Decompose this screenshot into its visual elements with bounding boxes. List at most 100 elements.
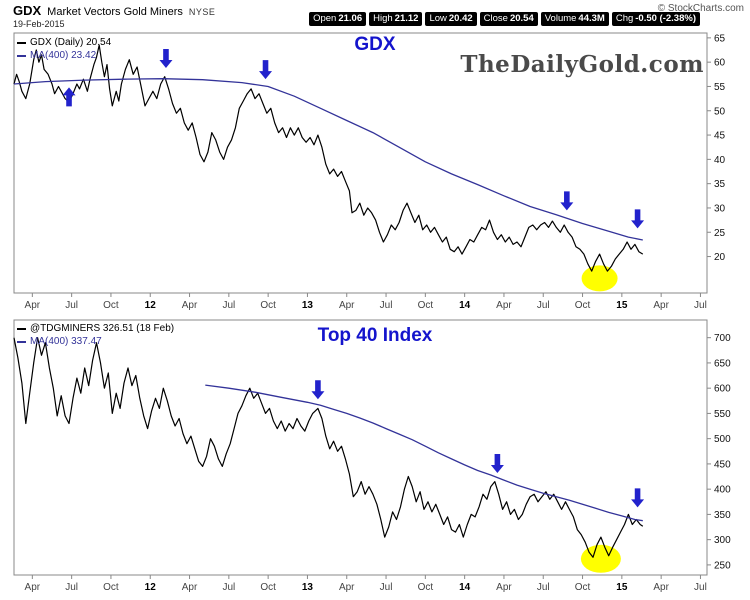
- x-tick-label: 14: [459, 582, 471, 593]
- ticker-name: Market Vectors Gold Miners: [47, 6, 183, 18]
- x-tick-label: Jul: [380, 582, 393, 593]
- x-tick-label: Apr: [339, 582, 355, 593]
- gdx-chart-title: GDX: [354, 34, 396, 55]
- ticker-exchange: NYSE: [188, 7, 216, 17]
- y-tick-label: 500: [714, 434, 731, 445]
- x-tick-label: Jul: [65, 582, 78, 593]
- gdx-price-legend-label: GDX (Daily) 20.54: [30, 37, 112, 48]
- gdx-ma400-line: [13, 78, 643, 241]
- y-tick-label: 700: [714, 333, 731, 344]
- y-tick-label: 350: [714, 510, 731, 521]
- y-tick-label: 40: [714, 155, 726, 166]
- x-tick-label: Jul: [380, 300, 393, 311]
- x-tick-label: Jul: [694, 582, 707, 593]
- ticker-symbol: GDX: [13, 3, 42, 18]
- x-tick-label: Oct: [575, 300, 591, 311]
- gdx-panel: 20 25 30 35 40 45 50 55 60 65 Apr Jul Oct 12 Apr Jul Oct…: [13, 32, 726, 311]
- watermark: TheDailyGold.com: [460, 51, 704, 78]
- y-tick-label: 650: [714, 358, 731, 369]
- top40-legend: @TDGMINERS 326.51 (18 Feb) MA(400) 337.4…: [17, 322, 174, 348]
- price-line-swatch: [17, 41, 26, 44]
- y-tick-label: 30: [714, 203, 726, 214]
- gdx-price-legend-row: GDX (Daily) 20.54: [17, 36, 111, 49]
- x-tick-label: Apr: [25, 582, 41, 593]
- y-tick-label: 45: [714, 131, 726, 142]
- quote-close-label: Close: [483, 13, 508, 24]
- x-tick-label: Oct: [418, 300, 434, 311]
- x-tick-label: Oct: [575, 582, 591, 593]
- x-tick-label: Oct: [260, 582, 276, 593]
- x-tick-label: Jul: [537, 300, 550, 311]
- down-arrow-annotation: [560, 191, 574, 211]
- y-tick-label: 300: [714, 535, 731, 546]
- quote-low-label: Low: [429, 13, 447, 24]
- x-tick-label: 14: [459, 300, 471, 311]
- quote-change-value: -0.50 (-2.38%): [635, 13, 696, 24]
- top40-chart-title: Top 40 Index: [317, 325, 433, 346]
- x-tick-label: 12: [145, 300, 157, 311]
- quote-close-value: 20.54: [509, 13, 534, 24]
- quote-volume-label: Volume: [544, 13, 577, 24]
- price-line-swatch: [17, 327, 26, 330]
- chart-date: 19-Feb-2015: [13, 19, 65, 29]
- quote-open-chip: Open 21.06: [309, 12, 367, 26]
- y-tick-label: 25: [714, 228, 726, 239]
- quote-open-value: 21.06: [338, 13, 363, 24]
- down-arrow-annotation: [631, 488, 645, 508]
- down-arrow-annotation: [631, 209, 645, 229]
- top40-panel: 250 300 350 400 450 500 550 600 650 700 Apr Jul Oct 1…: [13, 319, 731, 593]
- gdx-ma-legend-row: MA(400) 23.42: [17, 49, 111, 62]
- gdx-price-line: [13, 44, 644, 272]
- gdx-chart-frame: [13, 32, 708, 294]
- quote-volume-chip: Volume 44.3M: [540, 12, 609, 26]
- x-tick-label: Apr: [496, 582, 512, 593]
- down-arrow-annotation: [490, 454, 504, 473]
- x-tick-label: Apr: [182, 300, 198, 311]
- x-tick-label: Apr: [653, 582, 669, 593]
- x-tick-label: Oct: [103, 300, 119, 311]
- quote-volume-value: 44.3M: [578, 13, 605, 24]
- y-tick-label: 60: [714, 58, 726, 69]
- top40-ma-legend-label: MA(400) 337.47: [30, 336, 102, 347]
- quote-change-chip: Chg -0.50 (-2.38%): [611, 12, 700, 26]
- quote-close-chip: Close 20.54: [479, 12, 538, 26]
- x-tick-label: Jul: [222, 582, 235, 593]
- top40-price-legend-row: @TDGMINERS 326.51 (18 Feb): [17, 322, 174, 335]
- top40-price-line: [13, 337, 644, 558]
- y-tick-label: 400: [714, 485, 731, 496]
- stockcharts-copyright: © StockCharts.com: [657, 3, 744, 14]
- highlight-ellipse: [580, 544, 621, 573]
- top40-chart-frame: [13, 319, 708, 576]
- y-tick-label: 550: [714, 409, 731, 420]
- x-tick-label: Apr: [182, 582, 198, 593]
- quote-high-value: 21.12: [394, 13, 419, 24]
- x-tick-label: 15: [616, 582, 628, 593]
- y-tick-label: 65: [714, 33, 726, 44]
- y-tick-label: 55: [714, 82, 726, 93]
- y-tick-label: 250: [714, 560, 731, 571]
- x-tick-label: Apr: [496, 300, 512, 311]
- x-tick-label: Apr: [339, 300, 355, 311]
- x-tick-label: Oct: [260, 300, 276, 311]
- x-tick-label: Oct: [418, 582, 434, 593]
- quote-high-chip: High 21.12: [369, 12, 423, 26]
- x-tick-label: 13: [302, 300, 314, 311]
- ma-line-swatch: [17, 54, 26, 57]
- quote-low-value: 20.42: [448, 13, 473, 24]
- y-tick-label: 600: [714, 384, 731, 395]
- y-tick-label: 50: [714, 106, 726, 117]
- top40-ma400-line: [205, 384, 643, 522]
- quote-low-chip: Low 20.42: [425, 12, 477, 26]
- y-tick-label: 450: [714, 459, 731, 470]
- x-tick-label: Jul: [65, 300, 78, 311]
- down-arrow-annotation: [311, 380, 325, 400]
- up-arrow-annotation: [62, 87, 76, 107]
- x-tick-label: 12: [145, 582, 157, 593]
- x-tick-label: Jul: [537, 582, 550, 593]
- chart-header: GDX Market Vectors Gold Miners NYSE: [13, 3, 215, 18]
- x-tick-label: Oct: [103, 582, 119, 593]
- top40-price-legend-label: @TDGMINERS 326.51 (18 Feb): [30, 323, 175, 334]
- x-tick-label: Jul: [222, 300, 235, 311]
- highlight-ellipse: [581, 265, 618, 292]
